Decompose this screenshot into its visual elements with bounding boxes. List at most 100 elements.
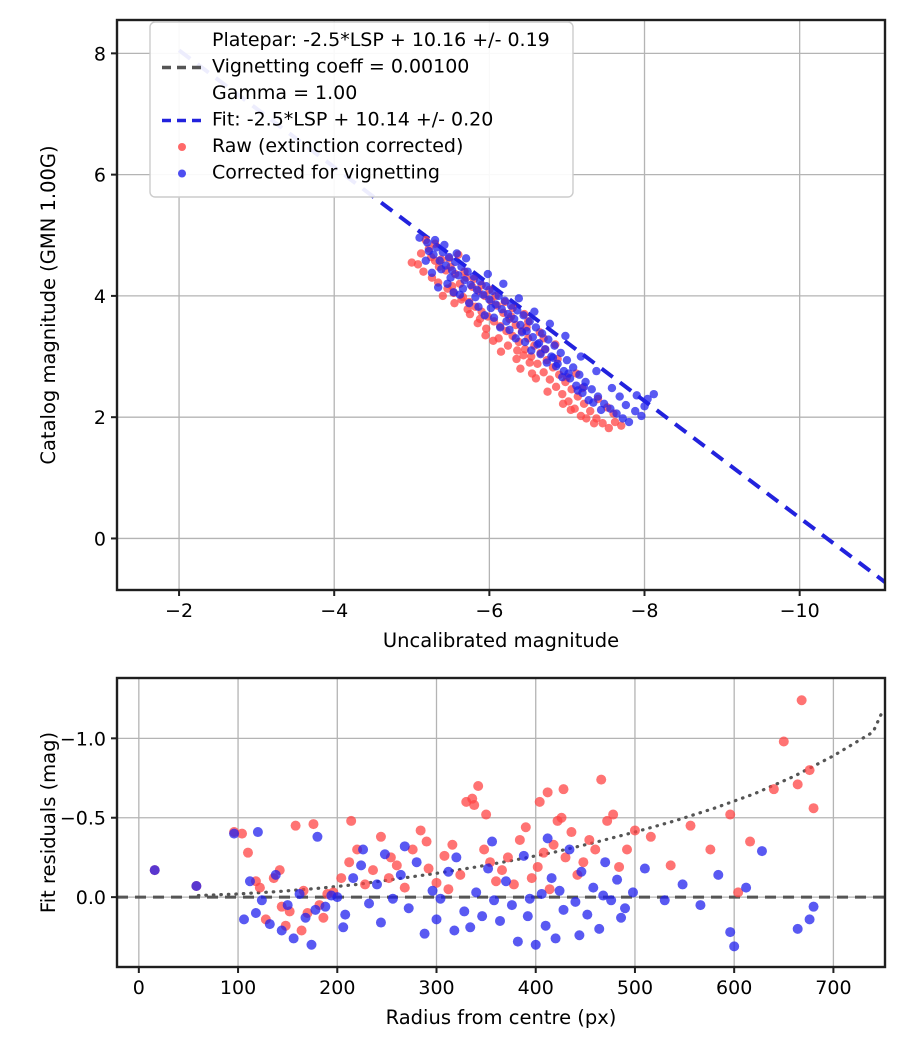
- data-point: [443, 866, 454, 877]
- data-point: [586, 406, 595, 416]
- data-point: [573, 386, 582, 395]
- data-point: [276, 925, 287, 936]
- data-point: [520, 337, 530, 347]
- data-point: [473, 780, 484, 791]
- legend-item[interactable]: Fit: -2.5*LSP + 10.14 +/- 0.20: [162, 109, 493, 131]
- data-point: [466, 280, 475, 290]
- data-point: [494, 334, 503, 343]
- data-point: [430, 235, 440, 245]
- y-axis-title: Fit residuals (mag): [37, 732, 60, 913]
- data-point: [562, 355, 572, 365]
- data-point: [435, 256, 444, 265]
- legend-item[interactable]: Platepar: -2.5*LSP + 10.16 +/- 0.19: [212, 29, 550, 51]
- data-point: [621, 400, 631, 410]
- data-point: [587, 385, 596, 394]
- data-point: [432, 243, 441, 252]
- data-point: [518, 850, 529, 861]
- legend-item[interactable]: Corrected for vignetting: [178, 162, 440, 184]
- data-point: [472, 285, 482, 295]
- data-point: [465, 922, 476, 933]
- plot-contents: [117, 695, 885, 952]
- data-point: [566, 405, 576, 415]
- data-point: [242, 847, 253, 858]
- plot-frame: [115, 18, 887, 592]
- data-point: [496, 323, 505, 332]
- data-point: [312, 831, 323, 842]
- data-point: [239, 914, 250, 925]
- data-point: [502, 852, 513, 863]
- data-point: [421, 256, 430, 265]
- data-point: [499, 279, 508, 288]
- data-point: [561, 331, 570, 341]
- data-point: [371, 879, 382, 890]
- data-point: [264, 919, 275, 930]
- data-point: [542, 358, 551, 367]
- data-point: [478, 290, 488, 299]
- y-tick-label: 4: [94, 286, 106, 308]
- legend: Platepar: -2.5*LSP + 10.16 +/- 0.19 Vigne…: [149, 21, 574, 198]
- data-point: [808, 901, 819, 912]
- data-point: [606, 404, 615, 413]
- data-point: [419, 928, 430, 939]
- data-point: [500, 876, 511, 887]
- data-point: [483, 863, 494, 874]
- data-point: [792, 779, 803, 790]
- data-point: [725, 927, 736, 938]
- data-point: [495, 915, 506, 926]
- data-point: [517, 328, 527, 337]
- data-point: [564, 844, 575, 855]
- y-tick-label: 0.0: [76, 887, 106, 909]
- data-point: [637, 411, 646, 421]
- data-point: [447, 839, 458, 850]
- data-point: [524, 893, 535, 904]
- legend-item[interactable]: Raw (extinction corrected): [178, 135, 463, 157]
- data-point: [506, 900, 517, 911]
- y-tick-label: −1.0: [60, 728, 106, 750]
- data-point: [306, 939, 317, 950]
- data-point: [582, 414, 591, 423]
- data-point: [550, 341, 559, 350]
- data-point: [237, 828, 248, 839]
- data-point: [421, 836, 432, 847]
- data-point: [576, 866, 587, 877]
- data-point: [558, 399, 568, 409]
- data-point: [570, 896, 581, 907]
- legend-item[interactable]: Vignetting coeff = 0.00100: [162, 56, 469, 78]
- legend-dot-icon: [178, 169, 186, 178]
- legend-item[interactable]: Gamma = 1.00: [212, 82, 357, 104]
- data-point: [665, 860, 676, 871]
- data-point: [632, 391, 641, 400]
- data-point: [452, 249, 461, 258]
- data-point: [482, 324, 491, 333]
- data-point: [589, 419, 599, 428]
- data-point: [440, 240, 449, 250]
- data-point: [516, 364, 525, 373]
- data-point: [530, 939, 541, 950]
- data-point: [474, 302, 483, 312]
- legend-item-label: Vignetting coeff = 0.00100: [212, 56, 469, 78]
- data-point: [756, 846, 767, 857]
- data-point: [544, 884, 555, 895]
- data-point: [427, 268, 437, 278]
- data-point: [768, 784, 779, 795]
- data-point: [745, 836, 756, 847]
- data-point: [360, 879, 371, 890]
- data-point: [487, 836, 498, 847]
- data-point: [618, 414, 627, 423]
- x-tick-label: −6: [475, 600, 503, 622]
- data-point: [415, 825, 426, 836]
- data-point: [511, 334, 520, 343]
- data-point: [459, 906, 470, 917]
- data-point: [598, 890, 609, 901]
- data-point: [560, 852, 571, 863]
- x-tick-label: −8: [631, 600, 659, 622]
- data-point: [358, 844, 369, 855]
- data-point: [705, 844, 716, 855]
- x-tick-label: 100: [220, 977, 256, 999]
- data-point: [344, 857, 355, 868]
- data-point: [318, 912, 329, 923]
- data-point: [520, 822, 531, 833]
- data-point: [616, 912, 627, 923]
